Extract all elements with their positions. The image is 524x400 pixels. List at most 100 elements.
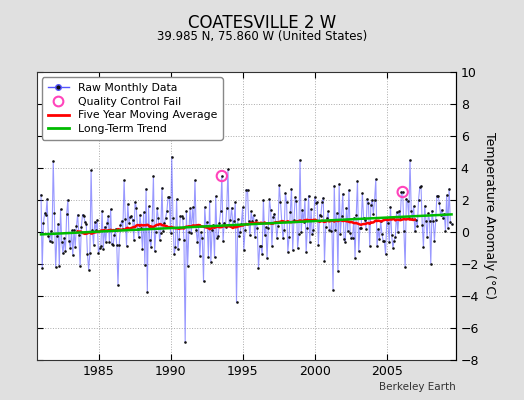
- Point: [392, 209, 401, 215]
- Point: [94, 250, 103, 256]
- Point: [304, 192, 313, 199]
- Point: [87, 167, 95, 174]
- Point: [431, 217, 440, 224]
- Point: [446, 218, 454, 225]
- Point: [279, 235, 287, 242]
- Point: [313, 199, 321, 205]
- Point: [242, 186, 250, 193]
- Point: [68, 227, 76, 234]
- Point: [406, 157, 414, 163]
- Point: [285, 234, 293, 241]
- Point: [395, 208, 403, 214]
- Point: [122, 242, 130, 249]
- Point: [61, 248, 70, 254]
- Point: [199, 278, 208, 284]
- Point: [373, 243, 381, 250]
- Point: [170, 251, 178, 257]
- Point: [65, 238, 73, 244]
- Point: [248, 218, 257, 224]
- Point: [39, 220, 48, 226]
- Point: [190, 223, 198, 230]
- Point: [290, 217, 298, 224]
- Point: [59, 250, 67, 257]
- Point: [420, 202, 429, 209]
- Point: [401, 264, 409, 271]
- Point: [159, 228, 167, 234]
- Point: [197, 229, 205, 236]
- Point: [51, 264, 60, 270]
- Point: [381, 251, 390, 258]
- Point: [129, 237, 138, 243]
- Point: [88, 226, 96, 233]
- Point: [442, 192, 451, 198]
- Point: [385, 239, 394, 246]
- Point: [54, 220, 62, 227]
- Point: [257, 243, 265, 249]
- Point: [44, 233, 52, 239]
- Point: [396, 216, 405, 222]
- Point: [90, 242, 98, 248]
- Point: [367, 201, 375, 208]
- Point: [147, 244, 155, 250]
- Point: [210, 254, 219, 261]
- Point: [146, 237, 154, 243]
- Point: [169, 215, 177, 221]
- Point: [228, 222, 237, 228]
- Point: [148, 217, 156, 224]
- Point: [239, 247, 248, 253]
- Point: [309, 227, 318, 233]
- Point: [153, 205, 161, 211]
- Point: [340, 236, 348, 242]
- Point: [249, 212, 258, 219]
- Point: [252, 217, 260, 223]
- Point: [116, 222, 125, 228]
- Point: [99, 246, 107, 253]
- Point: [345, 187, 353, 193]
- Point: [149, 173, 158, 179]
- Point: [38, 265, 47, 272]
- Point: [212, 193, 220, 200]
- Point: [405, 215, 413, 222]
- Point: [177, 213, 185, 220]
- Point: [157, 230, 165, 236]
- Point: [323, 215, 331, 222]
- Point: [110, 232, 118, 238]
- Point: [231, 199, 239, 205]
- Point: [230, 218, 238, 224]
- Point: [247, 208, 255, 215]
- Point: [245, 218, 253, 224]
- Point: [305, 239, 314, 245]
- Point: [301, 196, 309, 202]
- Point: [105, 239, 114, 246]
- Point: [364, 200, 373, 206]
- Point: [171, 244, 180, 250]
- Point: [198, 235, 206, 241]
- Text: COATESVILLE 2 W: COATESVILLE 2 W: [188, 14, 336, 32]
- Point: [308, 231, 316, 238]
- Point: [127, 212, 136, 219]
- Point: [335, 181, 343, 187]
- Point: [276, 198, 285, 205]
- Point: [172, 196, 181, 202]
- Point: [80, 213, 88, 220]
- Point: [238, 204, 247, 210]
- Point: [390, 237, 398, 244]
- Point: [253, 225, 261, 231]
- Point: [158, 184, 166, 191]
- Point: [293, 245, 302, 252]
- Point: [265, 196, 274, 203]
- Point: [106, 206, 115, 212]
- Point: [57, 206, 65, 212]
- Point: [355, 248, 363, 254]
- Point: [104, 213, 112, 220]
- Point: [260, 232, 269, 238]
- Point: [125, 220, 133, 226]
- Point: [281, 190, 290, 196]
- Point: [433, 192, 441, 199]
- Point: [268, 242, 276, 249]
- Point: [427, 261, 435, 267]
- Y-axis label: Temperature Anomaly (°C): Temperature Anomaly (°C): [483, 132, 496, 300]
- Point: [234, 216, 242, 223]
- Point: [184, 229, 193, 235]
- Point: [120, 177, 128, 184]
